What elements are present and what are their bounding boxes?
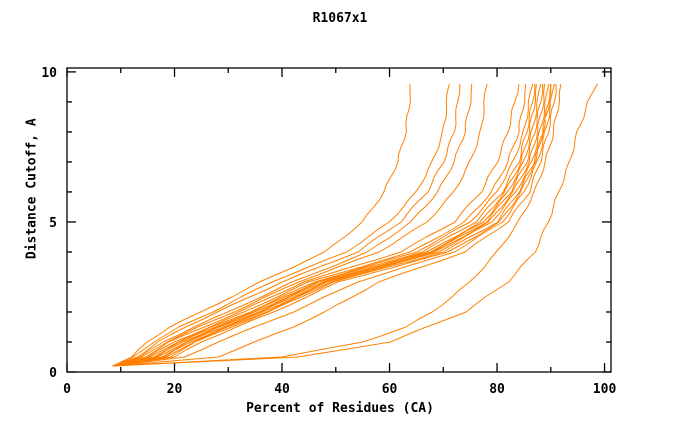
model-curve-curve-20 [112,83,599,367]
model-curve-curve-07 [112,83,527,367]
plot-border [66,67,612,373]
model-curve-curve-09 [112,83,536,367]
model-curve-curve-06 [112,83,520,367]
x-tick-label: 20 [167,382,183,397]
model-curve-curve-10 [112,83,537,367]
y-tick-label: 10 [41,66,57,81]
model-curve-curve-13 [112,83,545,367]
model-curve-curve-12 [112,83,544,367]
x-tick-label: 40 [274,382,290,397]
model-curve-curve-11 [112,83,542,367]
x-tick-label: 0 [63,382,71,397]
model-curve-curve-03 [112,83,461,367]
y-axis-label-text: Distance Cutoff, A [24,118,40,260]
model-curve-curve-05 [112,83,488,367]
x-tick-label: 60 [382,382,398,397]
model-curve-curve-02 [112,83,450,367]
model-curve-curve-17 [112,83,555,367]
model-curve-curve-01 [112,83,411,367]
model-curve-curve-18 [112,83,557,367]
chart-title: R1067x1 [312,11,368,26]
x-axis-label: Percent of Residues (CA) [246,401,434,416]
model-curve-curve-16 [112,83,552,367]
model-curve-curve-19 [112,83,562,367]
x-tick-label: 80 [489,382,505,397]
model-curve-curve-14 [112,83,550,367]
y-tick-label: 5 [49,216,57,231]
model-curve-curve-04 [112,83,473,367]
x-tick-label: 100 [593,382,617,397]
y-tick-label: 0 [49,366,57,381]
model-curve-curve-08 [112,83,534,367]
